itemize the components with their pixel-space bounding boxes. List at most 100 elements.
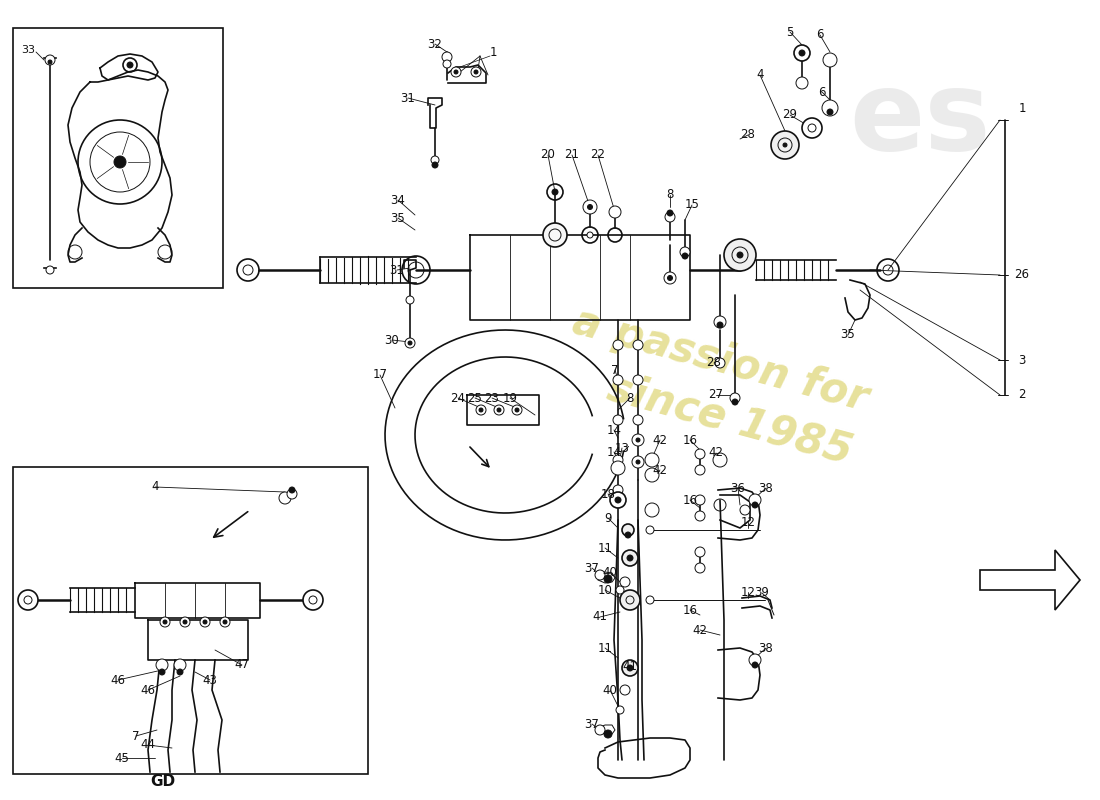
Text: 1: 1 (490, 46, 497, 58)
Circle shape (749, 494, 761, 506)
Circle shape (160, 669, 165, 675)
Circle shape (163, 620, 167, 624)
Text: 47: 47 (234, 658, 250, 671)
Circle shape (713, 453, 727, 467)
Text: 6: 6 (816, 29, 824, 42)
Text: 41: 41 (593, 610, 607, 623)
Bar (13, 467, 368, 774)
Circle shape (431, 156, 439, 164)
Circle shape (613, 375, 623, 385)
Text: 26: 26 (1014, 269, 1030, 282)
Text: 38: 38 (759, 642, 773, 654)
Circle shape (695, 511, 705, 521)
Text: 11: 11 (597, 642, 613, 654)
Circle shape (478, 408, 483, 412)
Circle shape (680, 247, 690, 257)
Circle shape (406, 296, 414, 304)
Text: 42: 42 (652, 434, 668, 446)
Circle shape (664, 272, 676, 284)
Circle shape (627, 665, 632, 671)
Circle shape (783, 143, 786, 147)
Circle shape (476, 405, 486, 415)
Circle shape (613, 485, 623, 495)
Circle shape (632, 340, 644, 350)
Circle shape (666, 212, 675, 222)
Text: 36: 36 (730, 482, 746, 494)
Text: 37: 37 (584, 718, 600, 730)
Circle shape (752, 662, 758, 668)
Circle shape (583, 200, 597, 214)
Circle shape (204, 620, 207, 624)
Circle shape (610, 461, 625, 475)
Text: 46: 46 (141, 683, 155, 697)
Circle shape (552, 189, 558, 195)
Text: 40: 40 (603, 566, 617, 578)
Text: 2: 2 (1019, 389, 1025, 402)
Text: 37: 37 (584, 562, 600, 574)
Circle shape (604, 730, 612, 738)
Polygon shape (980, 550, 1080, 610)
Circle shape (771, 131, 799, 159)
Circle shape (730, 393, 740, 403)
Text: 42: 42 (652, 463, 668, 477)
Circle shape (302, 590, 323, 610)
Text: 20: 20 (540, 149, 556, 162)
Circle shape (625, 532, 631, 538)
Text: 16: 16 (682, 434, 697, 446)
Circle shape (220, 617, 230, 627)
Text: 19: 19 (503, 391, 517, 405)
Circle shape (621, 524, 634, 536)
Circle shape (682, 253, 688, 259)
Circle shape (48, 60, 52, 64)
Circle shape (279, 492, 292, 504)
Circle shape (200, 617, 210, 627)
Circle shape (646, 596, 654, 604)
Text: 7: 7 (132, 730, 140, 742)
Text: 42: 42 (693, 623, 707, 637)
Text: 23: 23 (485, 391, 499, 405)
Circle shape (494, 405, 504, 415)
Circle shape (636, 460, 640, 464)
Text: a passion for: a passion for (568, 300, 872, 420)
Text: 41: 41 (623, 659, 638, 673)
Circle shape (497, 408, 500, 412)
Circle shape (615, 497, 622, 503)
Text: 33: 33 (21, 45, 35, 55)
Text: 31: 31 (389, 263, 405, 277)
Text: 45: 45 (114, 751, 130, 765)
Circle shape (732, 399, 738, 405)
Circle shape (616, 706, 624, 714)
Circle shape (822, 100, 838, 116)
Text: 14: 14 (606, 446, 621, 458)
Circle shape (621, 660, 638, 676)
Text: 35: 35 (390, 211, 406, 225)
Circle shape (613, 455, 623, 465)
Circle shape (695, 495, 705, 505)
Circle shape (443, 60, 451, 68)
Circle shape (126, 62, 133, 68)
Circle shape (613, 340, 623, 350)
Circle shape (749, 654, 761, 666)
Circle shape (827, 109, 833, 115)
Text: 16: 16 (682, 494, 697, 506)
Text: 40: 40 (603, 683, 617, 697)
Text: 4: 4 (757, 69, 763, 82)
Text: 14: 14 (606, 423, 621, 437)
Circle shape (752, 502, 758, 508)
Circle shape (512, 405, 522, 415)
Circle shape (667, 210, 673, 216)
Circle shape (715, 358, 725, 368)
Circle shape (645, 503, 659, 517)
Circle shape (180, 617, 190, 627)
Text: 18: 18 (601, 487, 615, 501)
Text: 27: 27 (708, 389, 724, 402)
Text: since 1985: since 1985 (603, 367, 857, 473)
Text: 4: 4 (152, 481, 158, 494)
Text: 31: 31 (400, 91, 416, 105)
Text: 43: 43 (202, 674, 218, 686)
Circle shape (587, 232, 593, 238)
Text: 12: 12 (740, 515, 756, 529)
Circle shape (620, 685, 630, 695)
Circle shape (646, 526, 654, 534)
Text: 39: 39 (755, 586, 769, 599)
